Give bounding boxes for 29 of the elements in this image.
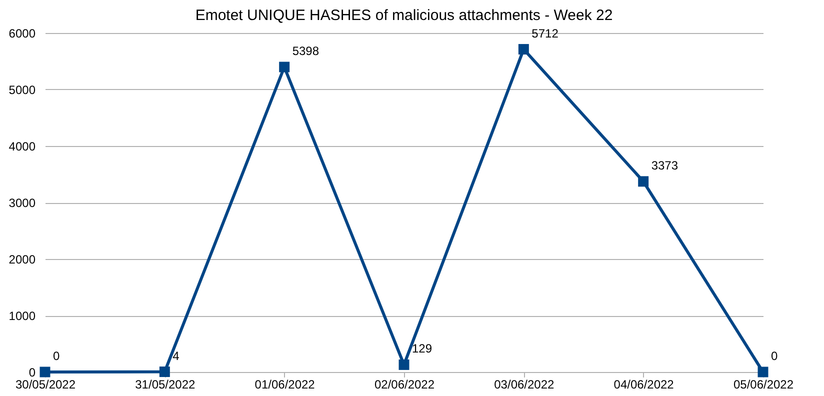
x-tick-label: 31/05/2022: [135, 378, 196, 392]
data-label: 129: [412, 342, 432, 356]
point: [40, 366, 50, 378]
x-tick-label: 03/06/2022: [494, 378, 555, 392]
point: [638, 176, 649, 187]
data-label: 5398: [292, 44, 320, 58]
x-tick-label: 05/06/2022: [733, 378, 794, 392]
x-tick-label: 30/05/2022: [15, 378, 76, 392]
y-tick-label: 6000: [8, 26, 36, 40]
data-label: 4: [172, 348, 180, 363]
point: [159, 366, 170, 378]
x-tick-label: 02/06/2022: [374, 378, 435, 392]
chart-title: Emotet UNIQUE HASHES of malicious attachments - Week 22: [195, 7, 613, 24]
point: [518, 44, 529, 55]
x-tick-label: 01/06/2022: [254, 378, 316, 392]
y-tick-label: 2000: [8, 252, 36, 266]
x-tick-label: 04/06/2022: [614, 378, 674, 392]
y-tick-label: 1000: [8, 309, 36, 323]
y-tick-label: 0: [28, 366, 36, 380]
y-tick-label: 3000: [8, 196, 36, 210]
data-label: 0: [53, 349, 60, 363]
point: [279, 62, 290, 72]
data-label: 3373: [651, 158, 678, 172]
data-label: 0: [771, 349, 778, 363]
y-tick-label: 5000: [8, 83, 36, 97]
y-tick-label: 4000: [8, 140, 36, 154]
point: [758, 366, 768, 378]
data-label: 5712: [532, 26, 559, 40]
point: [398, 359, 410, 370]
